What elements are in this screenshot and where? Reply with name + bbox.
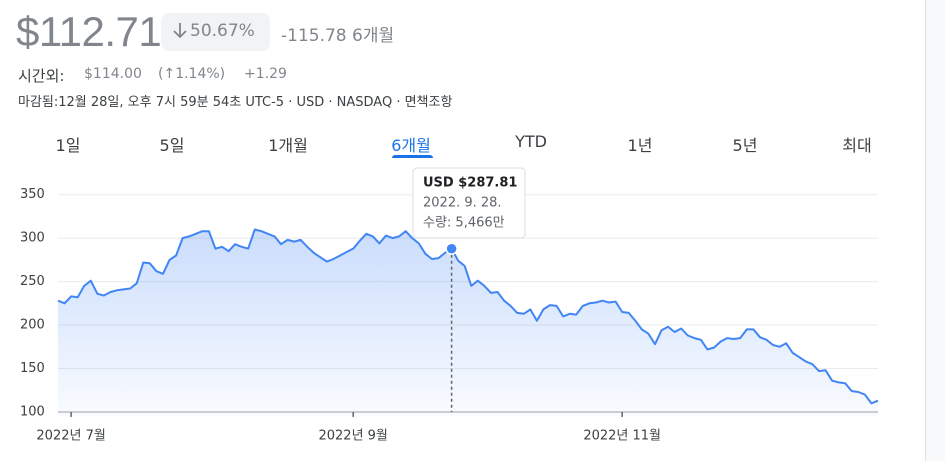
range-tab[interactable]: 1년 bbox=[627, 136, 653, 155]
tooltip-date: 2022. 9. 28. bbox=[423, 196, 502, 211]
hover-point bbox=[445, 242, 458, 255]
price-line bbox=[57, 228, 879, 405]
x-tick-label: 2022년 9월 bbox=[318, 429, 387, 444]
market-meta: 마감됨:12월 28일, 오후 7시 59분 54초 UTC-5 · USD ·… bbox=[18, 95, 453, 110]
scrollbar bbox=[925, 0, 945, 461]
tooltip: USD $287.81 2022. 9. 28. 수량: 5,466만 bbox=[412, 167, 526, 239]
y-tick-label: 350 bbox=[20, 187, 45, 202]
range-tab[interactable]: 5년 bbox=[732, 136, 758, 155]
x-tick-label: 2022년 11월 bbox=[583, 429, 661, 444]
y-tick-label: 300 bbox=[20, 231, 45, 246]
range-tab[interactable]: 1일 bbox=[55, 136, 81, 155]
price: $112.71 bbox=[16, 8, 162, 55]
after-hours-label: 시간외: bbox=[18, 67, 65, 85]
y-tick-label: 200 bbox=[20, 318, 45, 333]
range-tab[interactable]: 6개월 bbox=[391, 136, 431, 155]
range-tab[interactable]: 최대 bbox=[842, 136, 872, 155]
change-amount: -115.78 6개월 bbox=[281, 21, 394, 46]
change-percent: 50.67% bbox=[190, 21, 255, 41]
area-fill bbox=[58, 229, 878, 417]
chart: 100 150 200 250 300 350 2022년 7월 2022년 9월 2022년 … bbox=[20, 167, 879, 444]
range-tab[interactable]: 5일 bbox=[159, 136, 185, 155]
after-hours-price: $114.00 bbox=[84, 66, 142, 82]
y-tick-label: 150 bbox=[20, 361, 45, 376]
y-tick-label: 250 bbox=[20, 274, 45, 289]
after-hours-percent: (↑1.14%) bbox=[158, 66, 226, 82]
range-tab[interactable]: YTD bbox=[515, 132, 547, 151]
x-tick-label: 2022년 7월 bbox=[36, 429, 105, 444]
after-hours-change: +1.29 bbox=[244, 66, 287, 82]
change-value: -115.78 bbox=[281, 26, 347, 46]
active-tab-indicator bbox=[392, 155, 433, 158]
change-period: 6개월 bbox=[352, 26, 395, 46]
tooltip-price: USD $287.81 bbox=[423, 176, 517, 191]
range-tab[interactable]: 1개월 bbox=[268, 136, 308, 155]
tooltip-box bbox=[412, 167, 526, 239]
y-tick-label: 100 bbox=[20, 404, 45, 419]
tooltip-volume: 수량: 5,466만 bbox=[423, 216, 505, 231]
